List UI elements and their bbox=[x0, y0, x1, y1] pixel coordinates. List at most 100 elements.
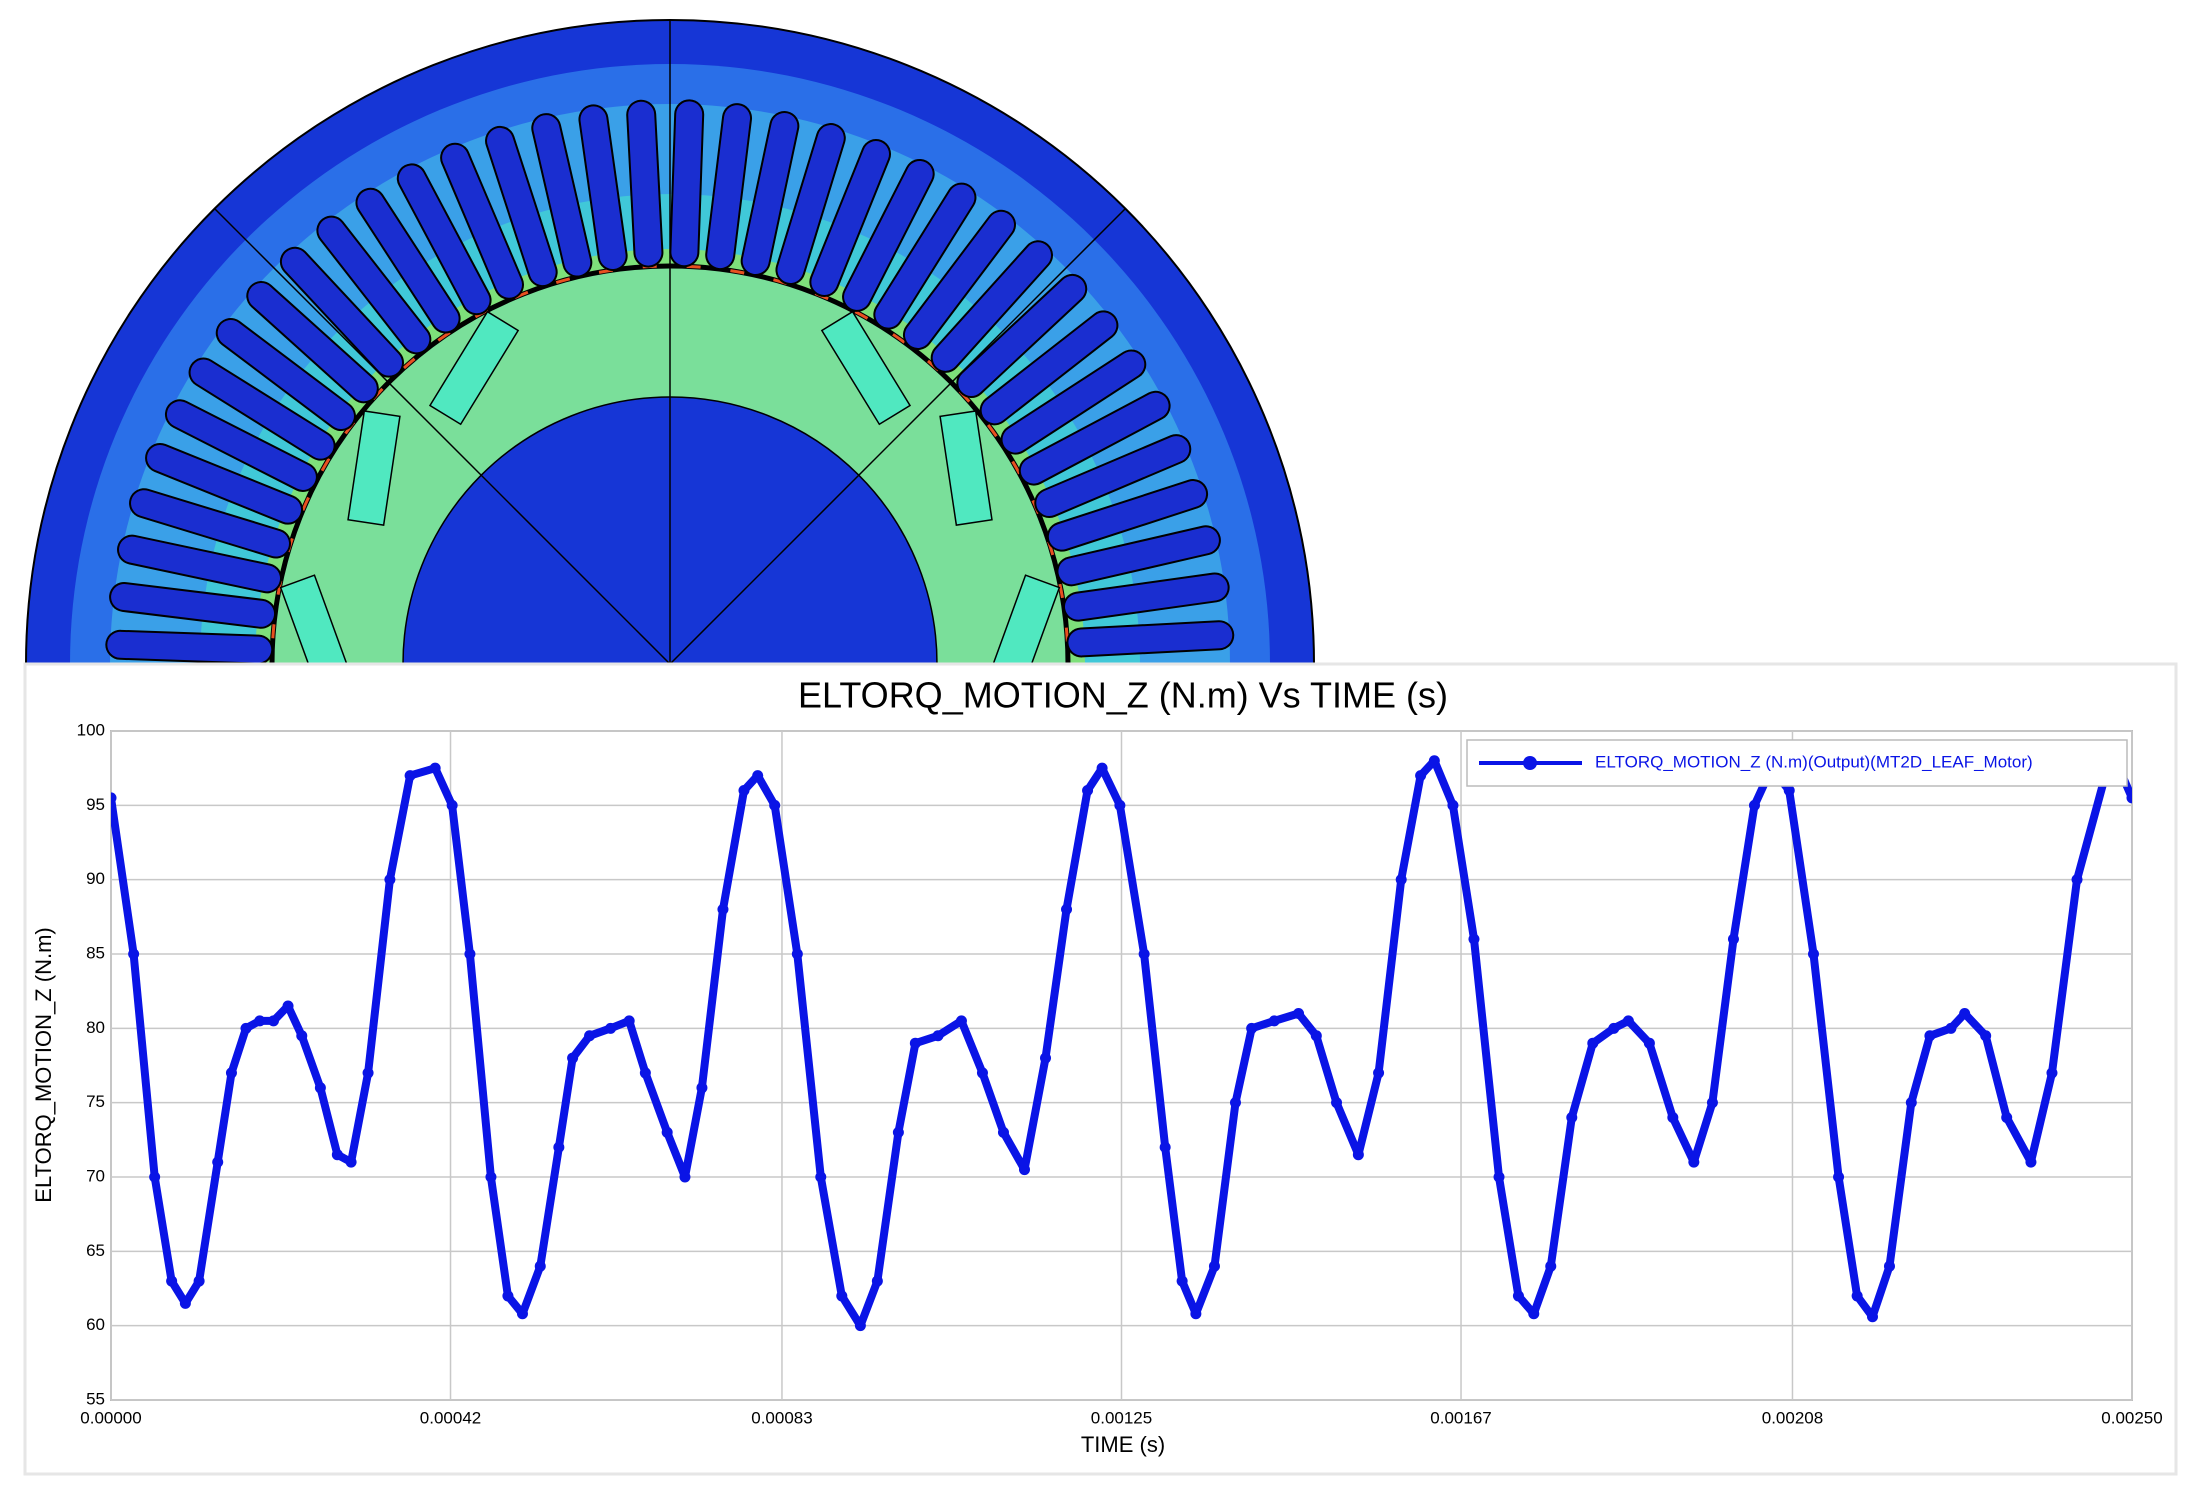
data-point bbox=[1959, 1007, 1971, 1019]
legend-marker bbox=[1523, 756, 1537, 770]
data-point bbox=[1783, 784, 1795, 796]
y-tick-label: 70 bbox=[86, 1166, 105, 1185]
data-point bbox=[1447, 799, 1459, 811]
data-point bbox=[429, 762, 441, 774]
stator-slot bbox=[628, 101, 662, 266]
chart-panel bbox=[23, 662, 2178, 1476]
data-point bbox=[1114, 799, 1126, 811]
magnet bbox=[939, 410, 993, 526]
data-point bbox=[1229, 1097, 1241, 1109]
x-tick-label: 0.00208 bbox=[1762, 1408, 1823, 1427]
data-point bbox=[282, 1000, 294, 1012]
stator-slot bbox=[281, 248, 403, 376]
stator-slot bbox=[811, 141, 890, 296]
stator-slot bbox=[777, 125, 844, 284]
data-point bbox=[485, 1171, 497, 1183]
stator-slot bbox=[119, 536, 281, 592]
stator-slot bbox=[190, 359, 334, 459]
data-point bbox=[871, 1275, 883, 1287]
data-point bbox=[1643, 1037, 1655, 1049]
data-point bbox=[1018, 1164, 1030, 1176]
data-point bbox=[955, 1015, 967, 1027]
data-point bbox=[1096, 762, 1108, 774]
data-point bbox=[679, 1171, 691, 1183]
data-point bbox=[661, 1126, 673, 1138]
data-point bbox=[331, 1149, 343, 1161]
data-point bbox=[1331, 1097, 1343, 1109]
stator-slot bbox=[875, 184, 975, 328]
chart-title: ELTORQ_MOTION_Z (N.m) Vs TIME (s) bbox=[798, 675, 1448, 716]
data-point bbox=[1468, 933, 1480, 945]
stator-slot bbox=[981, 312, 1117, 424]
stator-slot bbox=[533, 115, 591, 276]
stator-slot bbox=[487, 127, 556, 286]
data-point bbox=[1851, 1290, 1863, 1302]
data-point bbox=[193, 1275, 205, 1287]
data-point bbox=[639, 1067, 651, 1079]
data-point bbox=[1138, 948, 1150, 960]
data-point bbox=[1566, 1112, 1578, 1124]
stator-slot bbox=[248, 282, 377, 402]
data-point bbox=[128, 948, 140, 960]
y-tick-label: 100 bbox=[77, 720, 105, 739]
stator-slot bbox=[1068, 622, 1233, 656]
data-point bbox=[769, 799, 781, 811]
data-point bbox=[446, 799, 458, 811]
data-point bbox=[1415, 770, 1427, 782]
data-point bbox=[584, 1030, 596, 1042]
x-tick-label: 0.00167 bbox=[1430, 1408, 1491, 1427]
stator-slot bbox=[1058, 527, 1219, 585]
data-point bbox=[2071, 874, 2083, 886]
data-point bbox=[1512, 1290, 1524, 1302]
rotor-magnets bbox=[279, 310, 1061, 664]
data-point bbox=[976, 1067, 988, 1079]
y-tick-label: 55 bbox=[86, 1389, 105, 1408]
data-point bbox=[997, 1126, 1009, 1138]
data-point bbox=[166, 1275, 178, 1287]
data-point bbox=[1310, 1030, 1322, 1042]
stator-slot bbox=[707, 105, 751, 269]
data-point bbox=[362, 1067, 374, 1079]
data-point bbox=[1373, 1067, 1385, 1079]
x-tick-label: 0.00000 bbox=[80, 1408, 141, 1427]
data-point bbox=[1061, 903, 1073, 915]
magnet bbox=[279, 574, 354, 664]
magnet bbox=[428, 310, 520, 426]
y-tick-label: 75 bbox=[86, 1092, 105, 1111]
stator-slot bbox=[111, 583, 275, 627]
stator-slot bbox=[318, 217, 430, 353]
y-tick-label: 65 bbox=[86, 1241, 105, 1260]
stator-slot bbox=[958, 275, 1086, 397]
data-point bbox=[1608, 1022, 1620, 1034]
x-tick-label: 0.00042 bbox=[420, 1408, 481, 1427]
data-point bbox=[1082, 784, 1094, 796]
y-tick-label: 60 bbox=[86, 1315, 105, 1334]
data-point bbox=[815, 1171, 827, 1183]
data-point bbox=[2126, 792, 2132, 804]
data-point bbox=[553, 1141, 565, 1153]
data-point bbox=[149, 1171, 161, 1183]
sector-line bbox=[214, 208, 671, 664]
data-point bbox=[314, 1082, 326, 1094]
y-tick-label: 90 bbox=[86, 869, 105, 888]
data-point bbox=[1545, 1260, 1557, 1272]
stator-slot bbox=[671, 101, 703, 266]
x-tick-label: 0.00125 bbox=[1091, 1408, 1152, 1427]
stator-slot bbox=[442, 144, 523, 298]
data-point bbox=[1395, 874, 1407, 886]
x-axis-label: TIME (s) bbox=[1081, 1432, 1165, 1457]
data-point bbox=[1208, 1260, 1220, 1272]
data-point bbox=[179, 1297, 191, 1309]
data-point bbox=[717, 903, 729, 915]
data-point bbox=[1528, 1308, 1540, 1320]
data-point bbox=[267, 1015, 279, 1027]
stator-slot bbox=[1036, 436, 1190, 517]
stator-slot bbox=[1064, 574, 1228, 620]
motor-field-plot bbox=[25, 19, 1315, 664]
data-point bbox=[2025, 1156, 2037, 1168]
stator-slot bbox=[398, 165, 490, 314]
data-point bbox=[1190, 1308, 1202, 1320]
data-point bbox=[111, 792, 117, 804]
data-point bbox=[1159, 1141, 1171, 1153]
